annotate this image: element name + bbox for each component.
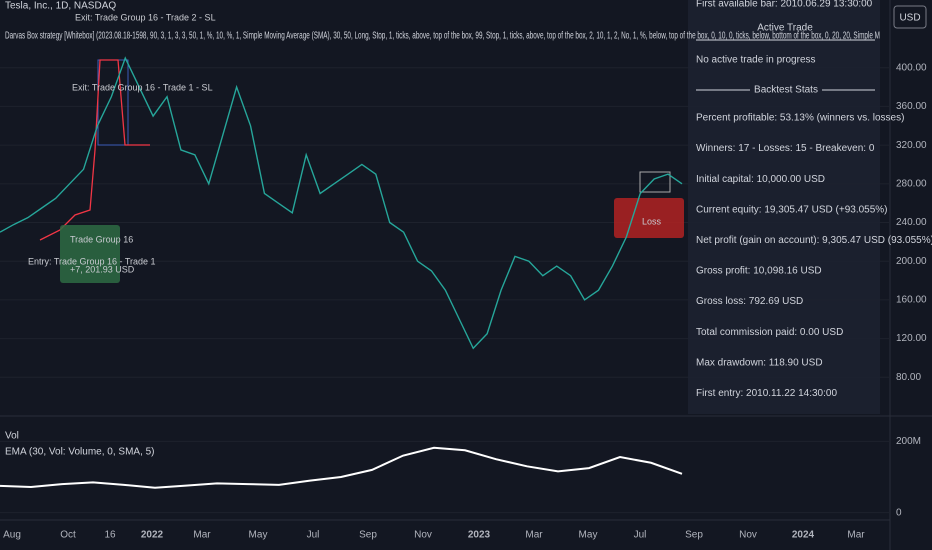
time-tick-label: Sep [359,530,377,541]
strategy-params: Darvas Box strategy [Whitebox] (2023.08.… [5,31,880,42]
price-tick-label: 80.00 [896,372,921,383]
stat-line: Percent profitable: 53.13% (winners vs. … [696,113,904,124]
win-box [60,225,120,283]
stat-line: Gross profit: 10,098.16 USD [696,266,822,277]
ema-line [0,446,683,489]
time-tick-label: Mar [193,530,211,541]
annotation: Trade Group 16 [70,234,133,244]
time-tick-label: Sep [685,530,703,541]
marks [0,56,684,350]
price-tick-label: 400.00 [896,62,927,73]
price-tick-label: 200.00 [896,256,927,267]
time-tick-label: May [249,530,268,541]
loss-box [614,198,684,238]
stat-line: Max drawdown: 118.90 USD [696,357,823,368]
active-text: No active trade in progress [696,55,816,66]
annotation: Exit: Trade Group 16 - Trade 1 - SL [72,82,213,92]
stat-lines: Percent profitable: 53.13% (winners vs. … [696,113,932,399]
time-tick-label: May [579,530,598,541]
ema-label: EMA (30, Vol: Volume, 0, SMA, 5) [5,447,155,458]
time-tick-label: 2023 [468,530,491,541]
active-title: Active Trade [757,23,813,34]
stats-title: Backtest Stats [754,85,818,96]
currency-box[interactable] [893,5,927,29]
price-tick-label: 280.00 [896,178,927,189]
darvas-box [639,171,671,193]
first-bar: First available bar: 2010.06.29 13:30:00 [696,0,873,10]
stat-line: First entry: 2010.11.22 14:30:00 [696,388,837,399]
time-tick-label: Nov [414,530,432,541]
time-tick-label: 2024 [792,530,815,541]
stat-line: Initial capital: 10,000.00 USD [696,174,825,185]
time-tick-label: Aug [3,530,21,541]
volume-tick-label: 0 [896,507,902,518]
stat-line: Winners: 17 - Losses: 15 - Breakeven: 0 [696,143,875,154]
time-tick-label: 2022 [141,530,164,541]
stats-panel [688,0,880,414]
time-tick-label: Jul [307,530,320,541]
stat-line: Gross loss: 792.69 USD [696,296,803,307]
time-tick-label: Mar [847,530,865,541]
time-tick-label: Nov [739,530,757,541]
price-line [0,56,683,350]
price-tick-label: 320.00 [896,140,927,151]
price-tick-label: 240.00 [896,217,927,228]
time-tick-label: 16 [104,530,116,541]
stat-line: Total commission paid: 0.00 USD [696,327,843,338]
stat-line: Current equity: 19,305.47 USD (+93.055%) [696,204,888,215]
stat-line: Net profit (gain on account): 9,305.47 U… [696,235,932,246]
volume-tick-label: 200M [896,436,921,447]
price-tick-label: 360.00 [896,101,927,112]
price-tick-label: 120.00 [896,333,927,344]
annotation: +7, 201.93 USD [70,264,135,274]
annotation: Exit: Trade Group 16 - Trade 2 - SL [75,12,216,22]
currency[interactable]: USD [899,13,920,24]
volume-label: Vol [5,431,19,442]
annotation: Entry: Trade Group 16 - Trade 1 [28,256,156,266]
time-tick-label: Oct [60,530,76,541]
symbol: Tesla, Inc., 1D, NASDAQ [5,1,116,12]
annotation: Loss [642,216,662,226]
time-tick-label: Jul [634,530,647,541]
price-tick-label: 160.00 [896,295,927,306]
time-tick-label: Mar [525,530,543,541]
